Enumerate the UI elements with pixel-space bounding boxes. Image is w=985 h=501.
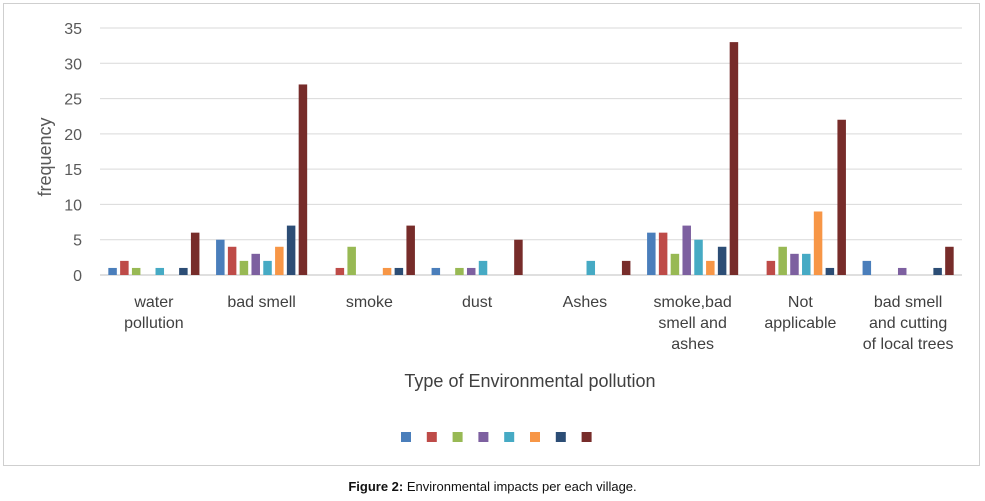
bar — [933, 267, 942, 275]
bar — [670, 253, 680, 275]
x-tick-label: smoke — [346, 294, 393, 311]
bar — [466, 267, 476, 275]
figure-caption: Figure 2: Environmental impacts per each… — [0, 479, 985, 494]
bar — [335, 267, 345, 275]
bar — [239, 260, 249, 275]
legend-swatch — [504, 432, 515, 442]
legend — [401, 432, 592, 442]
bar — [945, 246, 954, 275]
y-axis-label: frequency — [35, 117, 55, 196]
bar — [394, 267, 404, 275]
y-tick-label: 5 — [73, 233, 82, 250]
bar — [108, 267, 117, 275]
legend-swatch — [581, 432, 592, 442]
gridlines — [100, 27, 962, 276]
y-tick-label: 35 — [64, 21, 82, 38]
bar — [455, 267, 464, 275]
legend-swatch — [555, 432, 566, 442]
bar — [813, 211, 823, 275]
bar — [897, 267, 907, 275]
x-tick-label: water pollution — [124, 294, 184, 332]
y-tick-label: 20 — [64, 127, 82, 144]
bar — [155, 267, 165, 275]
bar — [729, 42, 739, 275]
bar — [802, 253, 811, 275]
bars — [108, 42, 954, 275]
x-tick-label: smoke,bad smell and ashes — [653, 294, 731, 353]
bar — [862, 260, 872, 275]
bar — [586, 260, 596, 275]
x-tick-label: dust — [462, 294, 493, 311]
y-axis-ticks: 0 5 10 15 20 25 30 35 — [64, 21, 82, 285]
caption-label: Figure 2: — [348, 479, 404, 494]
legend-swatch — [530, 432, 540, 442]
bar — [286, 225, 296, 275]
bar — [658, 232, 668, 275]
legend-swatch — [452, 432, 463, 442]
bar — [263, 260, 272, 275]
x-tick-label: Not applicable — [764, 294, 836, 332]
bar — [275, 246, 284, 275]
bar — [778, 246, 787, 275]
y-tick-label: 15 — [64, 162, 82, 179]
bar — [647, 232, 656, 275]
x-axis-label: Type of Environmental pollution — [404, 371, 655, 391]
bar — [694, 239, 703, 275]
y-tick-label: 30 — [64, 56, 82, 73]
y-tick-label: 0 — [73, 268, 82, 285]
bar — [682, 225, 691, 275]
x-tick-label: Ashes — [563, 294, 607, 311]
x-tick-label: bad smell — [227, 294, 295, 311]
bar — [190, 232, 200, 275]
bar — [790, 253, 799, 275]
bar — [766, 260, 776, 275]
bar — [478, 260, 488, 275]
bar — [431, 267, 441, 275]
bar — [825, 267, 835, 275]
caption-text: Environmental impacts per each village. — [403, 479, 637, 494]
bar — [120, 260, 129, 275]
x-tick-label: bad smell and cutting of local trees — [863, 294, 954, 353]
bar-chart: 0 5 10 15 20 25 30 35 water pollution bad smell sm… — [35, 21, 962, 442]
bar — [837, 119, 846, 275]
x-axis-ticks: water pollution bad smell smoke dust Ashes smo… — [124, 294, 953, 353]
bar — [131, 267, 141, 275]
bar — [406, 225, 415, 275]
y-tick-label: 25 — [64, 92, 82, 109]
bar — [227, 246, 237, 275]
bar — [706, 260, 715, 275]
legend-swatch — [401, 432, 411, 442]
legend-swatch — [426, 432, 437, 442]
bar — [179, 267, 188, 275]
bar — [216, 239, 225, 275]
bar — [347, 246, 356, 275]
bar — [251, 253, 260, 275]
bar — [298, 84, 308, 275]
bar — [621, 260, 631, 275]
bar — [717, 246, 727, 275]
bar — [514, 239, 523, 275]
bar — [382, 267, 392, 275]
y-tick-label: 10 — [64, 197, 82, 214]
legend-swatch — [478, 432, 489, 442]
